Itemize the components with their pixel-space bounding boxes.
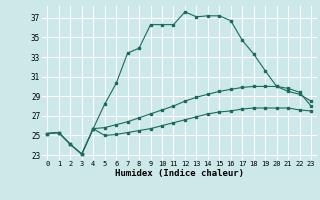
X-axis label: Humidex (Indice chaleur): Humidex (Indice chaleur) bbox=[115, 169, 244, 178]
